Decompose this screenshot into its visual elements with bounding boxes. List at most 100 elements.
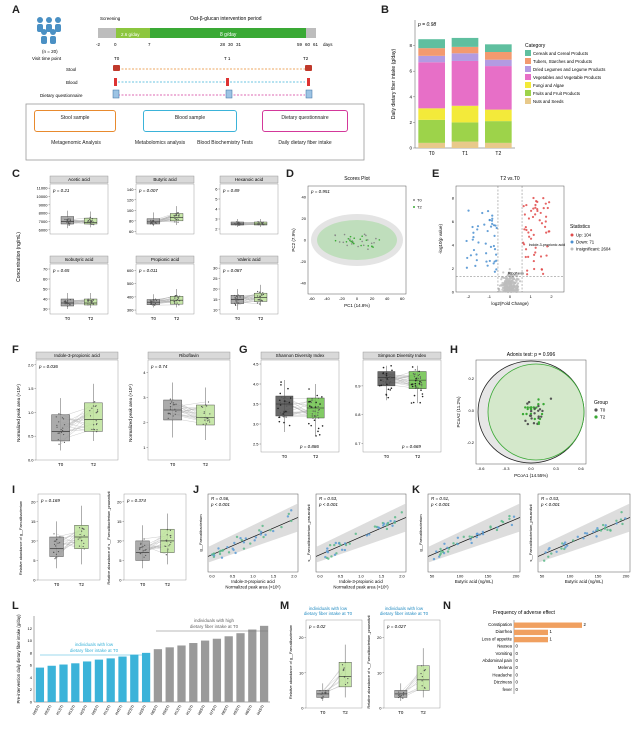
x-tick-label: T2 bbox=[165, 582, 171, 587]
y-tick-label: 2 bbox=[452, 266, 455, 271]
x-tick-label: 100 bbox=[457, 574, 464, 579]
data-point bbox=[77, 538, 79, 540]
dose1-label: 2.6 g/day bbox=[121, 32, 140, 37]
data-point bbox=[91, 221, 93, 223]
plot-frame bbox=[219, 263, 279, 315]
data-point bbox=[347, 678, 349, 680]
subplot-title: Acetic acid bbox=[68, 177, 90, 182]
day-tick: 0 bbox=[114, 42, 117, 47]
data-point bbox=[421, 383, 423, 385]
panel-a-study-design: (n = 20) Screening Oat-β-glucan interven… bbox=[25, 16, 365, 161]
p-value: p < 0.001 bbox=[318, 502, 338, 507]
data-point bbox=[526, 402, 529, 405]
panel-n-adverse: Frequency of adverse effect Constipation 2… bbox=[482, 610, 587, 694]
data-point bbox=[279, 412, 282, 414]
data-point bbox=[256, 302, 259, 304]
y-tick-label: 0 bbox=[33, 578, 36, 583]
box bbox=[196, 404, 215, 426]
insignificant-point bbox=[503, 281, 506, 284]
category-label: Vomiting bbox=[496, 651, 513, 656]
data-point bbox=[212, 552, 216, 555]
data-point bbox=[317, 412, 319, 414]
data-point bbox=[550, 552, 553, 555]
day-tick: -2 bbox=[96, 42, 100, 47]
panel-letter-j: J bbox=[193, 484, 200, 496]
y-tick-label: 60 bbox=[129, 229, 134, 234]
data-point bbox=[390, 387, 393, 389]
y-tick-label: 6 bbox=[215, 187, 218, 192]
data-point bbox=[388, 382, 391, 385]
up-point bbox=[527, 217, 531, 220]
data-point bbox=[314, 415, 316, 417]
insignificant-point bbox=[508, 276, 511, 280]
data-point bbox=[87, 300, 89, 302]
data-point bbox=[382, 372, 385, 374]
x-tick-label: T0 bbox=[54, 582, 60, 587]
data-point bbox=[421, 395, 424, 398]
data-point bbox=[83, 534, 85, 537]
x-tick-label: H1STI bbox=[103, 705, 112, 716]
data-point bbox=[174, 413, 176, 415]
data-point bbox=[174, 296, 176, 298]
legend-swatch bbox=[594, 415, 598, 419]
data-point bbox=[309, 400, 311, 403]
data-point bbox=[91, 300, 93, 303]
data-point bbox=[212, 554, 216, 557]
chart-title: T2 vs.T0 bbox=[500, 176, 520, 182]
data-point bbox=[420, 387, 422, 390]
y-tick-label: 10 bbox=[213, 307, 218, 312]
y-tick-label: 20 bbox=[117, 499, 122, 504]
data-point bbox=[387, 379, 389, 381]
x-axis-label: log2(Fold Change) bbox=[491, 301, 529, 306]
down-point bbox=[486, 229, 489, 233]
data-point bbox=[234, 551, 237, 555]
data-point bbox=[237, 299, 239, 301]
data-point bbox=[529, 414, 533, 417]
x-tick-label: H8STI bbox=[197, 705, 206, 716]
y-tick-label: 140 bbox=[127, 187, 134, 192]
data-point bbox=[56, 424, 58, 426]
bar bbox=[514, 622, 582, 628]
up-point bbox=[533, 267, 536, 271]
insignificant-point bbox=[515, 280, 518, 283]
data-point bbox=[55, 557, 57, 559]
x-tick-label: H2STI bbox=[126, 705, 135, 716]
down-point bbox=[486, 209, 490, 213]
data-point bbox=[325, 550, 329, 553]
x-tick-label: H4STI bbox=[256, 705, 265, 716]
x-tick-label: 100 bbox=[567, 574, 574, 579]
up-point bbox=[536, 208, 539, 211]
y-tick-label: 40 bbox=[43, 297, 48, 302]
insignificant-point bbox=[507, 287, 510, 290]
ellipse-t2 bbox=[487, 363, 585, 461]
data-point bbox=[169, 543, 171, 546]
data-point bbox=[385, 382, 387, 384]
y-tick-label: -0.2 bbox=[467, 440, 475, 445]
data-point bbox=[87, 298, 89, 300]
data-point bbox=[92, 405, 95, 407]
panel-letter-g: G bbox=[239, 344, 248, 356]
data-point bbox=[386, 383, 388, 386]
data-point bbox=[385, 377, 387, 379]
x-axis-label: Indole-3-propionic acid bbox=[231, 579, 275, 584]
data-point bbox=[576, 535, 579, 539]
data-point bbox=[420, 665, 423, 667]
y-tick-label: 80 bbox=[129, 218, 134, 223]
up-point bbox=[548, 230, 551, 233]
data-point bbox=[402, 697, 404, 699]
p-value: p = 0.169 bbox=[40, 498, 60, 503]
data-point bbox=[176, 294, 178, 297]
x-tick-label: T0 bbox=[58, 462, 64, 467]
data-point bbox=[235, 295, 238, 297]
bar-segment bbox=[418, 48, 445, 56]
data-point bbox=[93, 428, 95, 430]
panel-letter-m: M bbox=[280, 600, 290, 612]
data-point bbox=[282, 397, 285, 399]
bar-value: 2 bbox=[584, 622, 587, 627]
y-tick-label: 2 bbox=[409, 120, 412, 125]
data-point bbox=[151, 300, 153, 302]
data-point bbox=[153, 303, 155, 305]
insignificant-point bbox=[510, 275, 513, 279]
data-point bbox=[254, 536, 258, 539]
data-point bbox=[238, 302, 240, 304]
